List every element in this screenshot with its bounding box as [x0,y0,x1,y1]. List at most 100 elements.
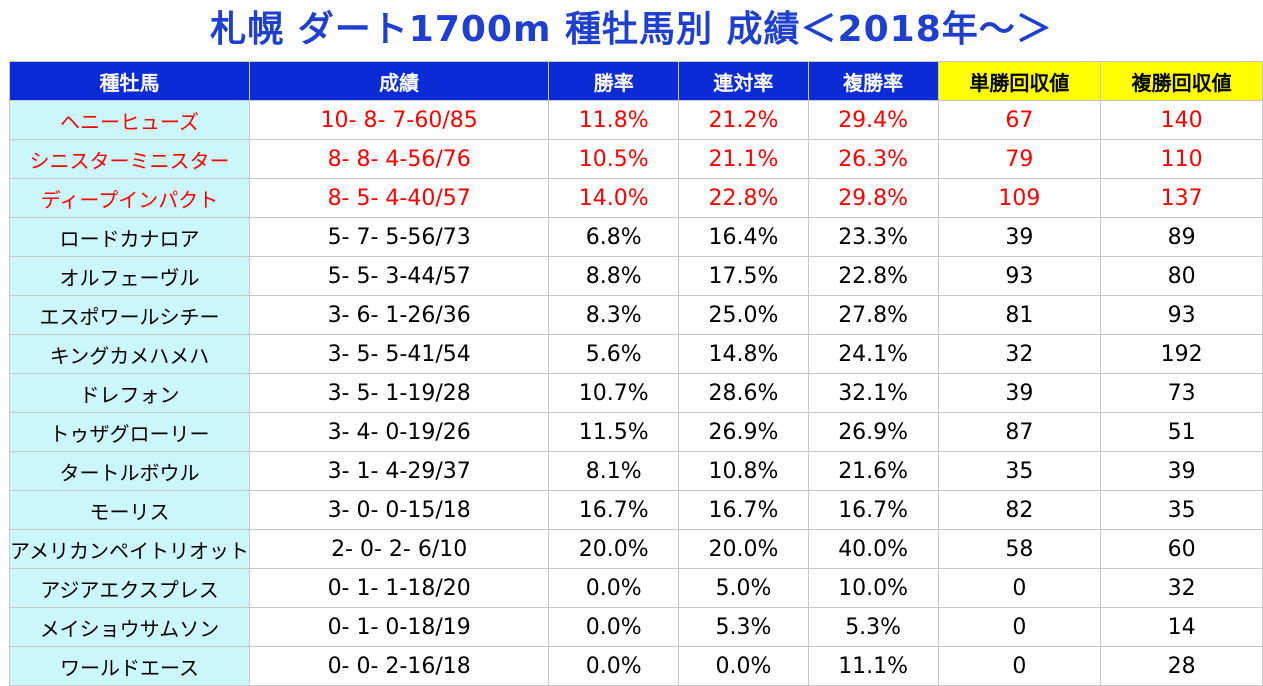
table-row: オルフェーヴル 5- 5- 3-44/57 8.8% 17.5% 22.8% 93 80 [9,256,1263,296]
header-win-rate: 勝率 [548,61,680,101]
place-rate-cell: 24.1% [807,334,939,374]
quinella-rate-cell: 25.0% [678,295,809,335]
record-cell: 0- 1- 1-18/20 [248,568,550,608]
quinella-rate-cell: 21.1% [678,139,809,179]
record-cell: 5- 7- 5-56/73 [248,217,550,257]
quinella-rate-cell: 0.0% [678,646,809,686]
page-title: 札幌 ダート1700m 種牡馬別 成績＜2018年～＞ [210,9,1053,50]
sire-name-cell: タートルボウル [9,451,250,491]
place-return-cell: 89 [1100,217,1263,257]
table-header-row: 種牡馬 成績 勝率 連対率 複勝率 単勝回収値 複勝回収値 [9,61,1263,101]
sire-name-cell: モーリス [9,490,250,530]
place-return-cell: 80 [1100,256,1263,296]
header-place-rate: 複勝率 [807,61,939,101]
quinella-rate-cell: 22.8% [678,178,809,218]
win-return-cell: 93 [937,256,1102,296]
quinella-rate-cell: 21.2% [678,100,809,140]
win-return-cell: 67 [937,100,1102,140]
quinella-rate-cell: 28.6% [678,373,809,413]
win-rate-cell: 0.0% [548,646,680,686]
win-return-cell: 39 [937,373,1102,413]
sire-name-cell: ドレフォン [9,373,250,413]
table-row: ドレフォン 3- 5- 1-19/28 10.7% 28.6% 32.1% 39 73 [9,373,1263,413]
place-return-cell: 73 [1100,373,1263,413]
record-cell: 3- 4- 0-19/26 [248,412,550,452]
win-return-cell: 32 [937,334,1102,374]
place-rate-cell: 26.3% [807,139,939,179]
win-rate-cell: 10.7% [548,373,680,413]
quinella-rate-cell: 5.3% [678,607,809,647]
win-return-cell: 82 [937,490,1102,530]
place-rate-cell: 10.0% [807,568,939,608]
quinella-rate-cell: 26.9% [678,412,809,452]
place-rate-cell: 21.6% [807,451,939,491]
quinella-rate-cell: 17.5% [678,256,809,296]
record-cell: 3- 5- 1-19/28 [248,373,550,413]
win-return-cell: 87 [937,412,1102,452]
header-record: 成績 [248,61,550,101]
win-rate-cell: 11.8% [548,100,680,140]
quinella-rate-cell: 5.0% [678,568,809,608]
place-return-cell: 32 [1100,568,1263,608]
place-rate-cell: 40.0% [807,529,939,569]
place-return-cell: 60 [1100,529,1263,569]
record-cell: 2- 0- 2- 6/10 [248,529,550,569]
place-rate-cell: 29.4% [807,100,939,140]
record-cell: 0- 1- 0-18/19 [248,607,550,647]
win-return-cell: 0 [937,607,1102,647]
place-return-cell: 35 [1100,490,1263,530]
place-rate-cell: 29.8% [807,178,939,218]
record-cell: 3- 1- 4-29/37 [248,451,550,491]
win-rate-cell: 10.5% [548,139,680,179]
quinella-rate-cell: 16.7% [678,490,809,530]
win-return-cell: 58 [937,529,1102,569]
win-rate-cell: 14.0% [548,178,680,218]
table-row: ロードカナロア 5- 7- 5-56/73 6.8% 16.4% 23.3% 39 89 [9,217,1263,257]
sire-name-cell: トゥザグローリー [9,412,250,452]
place-return-cell: 14 [1100,607,1263,647]
sire-name-cell: アジアエクスプレス [9,568,250,608]
record-cell: 3- 5- 5-41/54 [248,334,550,374]
header-win-return: 単勝回収値 [937,61,1102,101]
record-cell: 8- 8- 4-56/76 [248,139,550,179]
win-rate-cell: 11.5% [548,412,680,452]
table-row: ディープインパクト 8- 5- 4-40/57 14.0% 22.8% 29.8% 109… [9,178,1263,218]
place-return-cell: 110 [1100,139,1263,179]
quinella-rate-cell: 16.4% [678,217,809,257]
win-return-cell: 109 [937,178,1102,218]
quinella-rate-cell: 10.8% [678,451,809,491]
header-quinella-rate: 連対率 [678,61,809,101]
header-place-return: 複勝回収値 [1100,61,1263,101]
win-return-cell: 35 [937,451,1102,491]
table-row: アメリカンペイトリオット 2- 0- 2- 6/10 20.0% 20.0% 40.0%… [9,529,1263,569]
sire-name-cell: ディープインパクト [9,178,250,218]
place-rate-cell: 26.9% [807,412,939,452]
table-row: キングカメハメハ 3- 5- 5-41/54 5.6% 14.8% 24.1% 32 192 [9,334,1263,374]
record-cell: 3- 0- 0-15/18 [248,490,550,530]
place-return-cell: 93 [1100,295,1263,335]
win-rate-cell: 16.7% [548,490,680,530]
sire-name-cell: エスポワールシチー [9,295,250,335]
table-row: ヘニーヒューズ 10- 8- 7-60/85 11.8% 21.2% 29.4% 67 14… [9,100,1263,140]
place-return-cell: 51 [1100,412,1263,452]
place-return-cell: 137 [1100,178,1263,218]
win-rate-cell: 8.1% [548,451,680,491]
win-return-cell: 0 [937,646,1102,686]
win-return-cell: 79 [937,139,1102,179]
sire-name-cell: オルフェーヴル [9,256,250,296]
sire-name-cell: ワールドエース [9,646,250,686]
record-cell: 5- 5- 3-44/57 [248,256,550,296]
place-rate-cell: 23.3% [807,217,939,257]
win-rate-cell: 5.6% [548,334,680,374]
quinella-rate-cell: 20.0% [678,529,809,569]
table-row: シニスターミニスター 8- 8- 4-56/76 10.5% 21.1% 26.3% 79… [9,139,1263,179]
sire-name-cell: ヘニーヒューズ [9,100,250,140]
place-rate-cell: 11.1% [807,646,939,686]
win-rate-cell: 20.0% [548,529,680,569]
sire-name-cell: キングカメハメハ [9,334,250,374]
win-rate-cell: 0.0% [548,607,680,647]
place-rate-cell: 22.8% [807,256,939,296]
place-rate-cell: 27.8% [807,295,939,335]
sire-name-cell: メイショウサムソン [9,607,250,647]
record-cell: 0- 0- 2-16/18 [248,646,550,686]
